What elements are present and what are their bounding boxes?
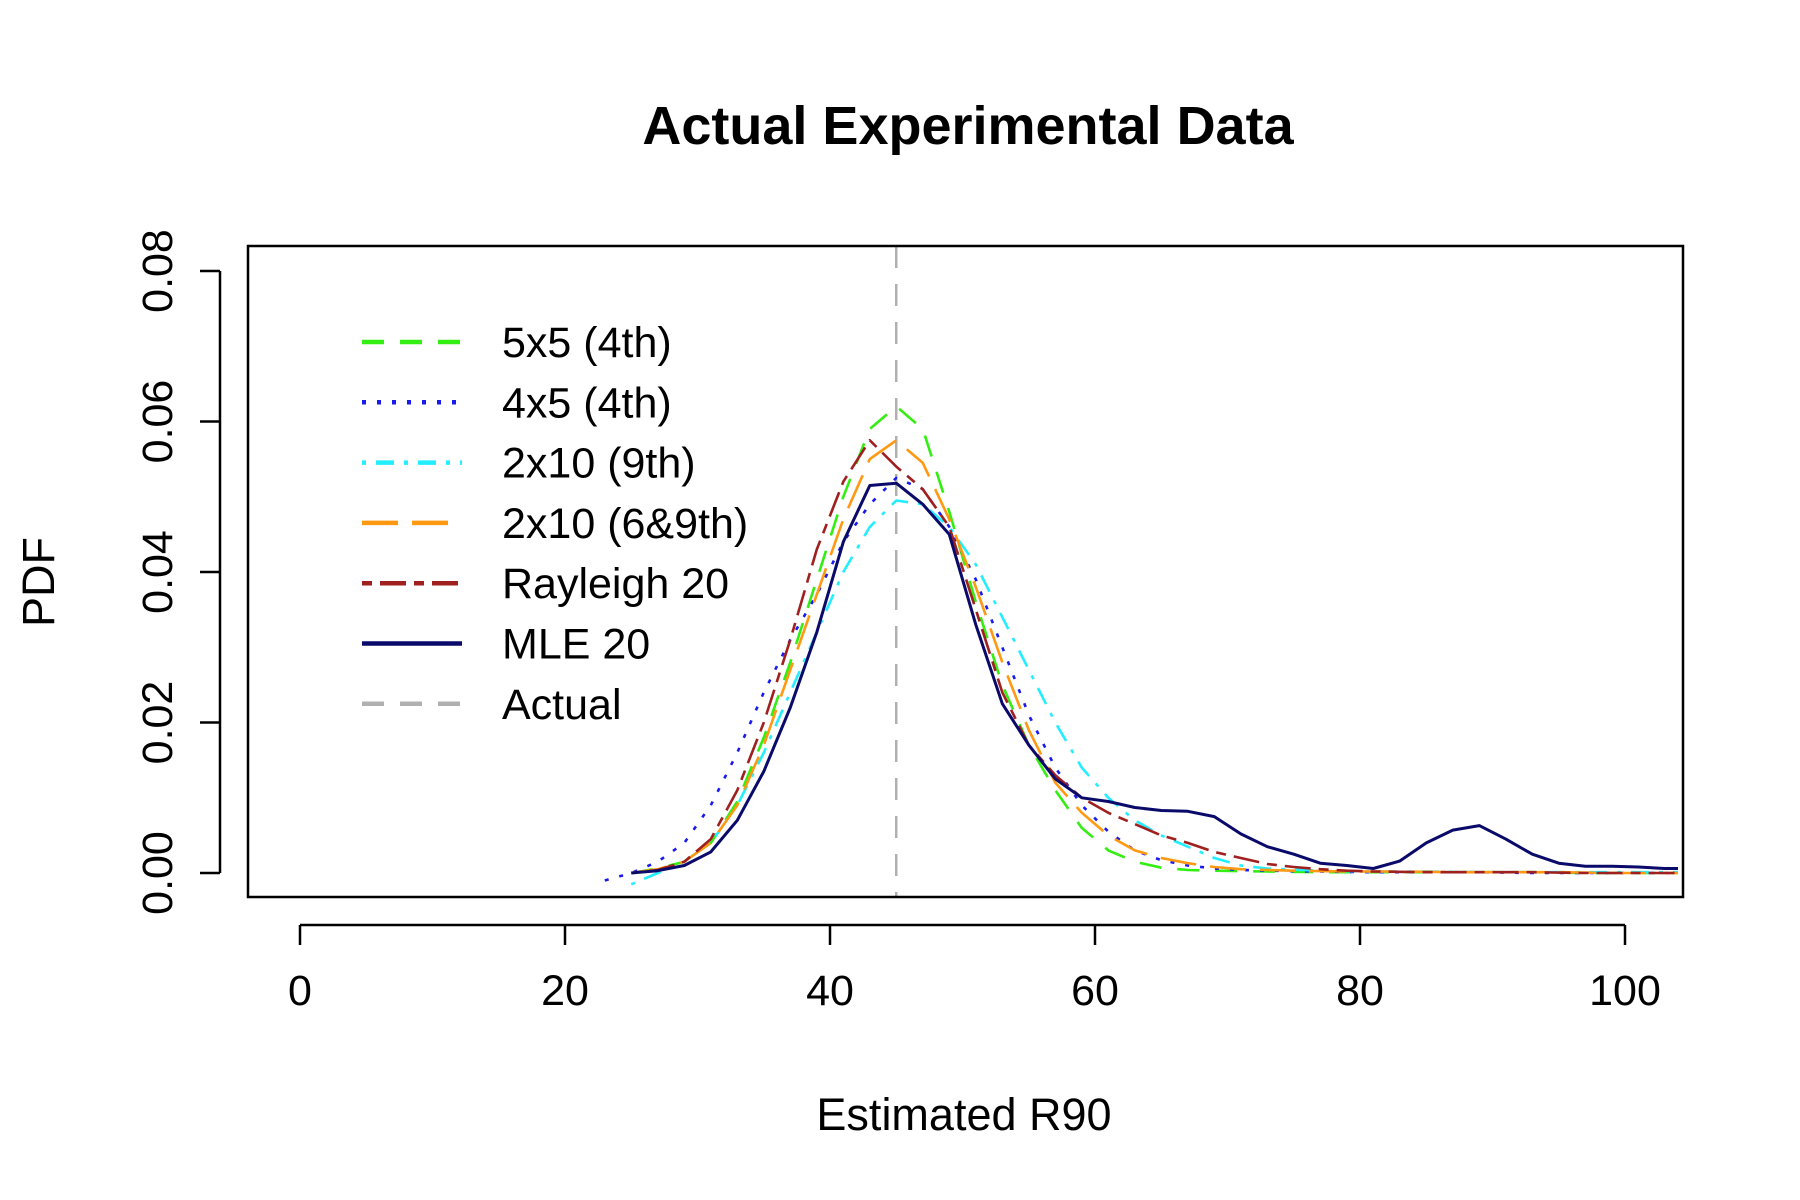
legend-entry: MLE 20 [362, 621, 650, 669]
legend-entry: 5x5 (4th) [362, 319, 672, 367]
legend-entry: 2x10 (6&9th) [362, 500, 748, 548]
x-tick-label: 20 [541, 967, 589, 1015]
legend-label: MLE 20 [502, 621, 650, 669]
y-tick-label: 0.06 [134, 380, 182, 464]
y-tick-label: 0.04 [134, 530, 182, 614]
legend-label: 4x5 (4th) [502, 379, 672, 427]
x-axis: 0 20 40 60 80 100 [288, 923, 1661, 1015]
legend-label: 2x10 (9th) [502, 440, 696, 488]
legend-entry: Actual [362, 681, 622, 729]
plot-frame [246, 244, 1685, 899]
x-tick-label: 100 [1589, 967, 1661, 1015]
x-tick-label: 80 [1336, 967, 1384, 1015]
x-tick-label: 40 [806, 967, 854, 1015]
series-line-4x5-4th [604, 476, 1678, 882]
legend: 5x5 (4th) 4x5 (4th) 2x10 (9th) 2x10 (6&9th)… [362, 319, 748, 729]
legend-label: 2x10 (6&9th) [502, 500, 748, 548]
legend-label: Rayleigh 20 [502, 560, 729, 608]
legend-label: Actual [502, 681, 622, 729]
legend-entry: Rayleigh 20 [362, 560, 729, 608]
series-line-rayleigh-20 [631, 438, 1678, 875]
y-tick-label: 0.02 [134, 681, 182, 765]
legend-entry: 4x5 (4th) [362, 379, 672, 427]
x-axis-label: Estimated R90 [816, 1089, 1111, 1140]
chart-title: Actual Experimental Data [642, 96, 1294, 156]
series-layer [604, 405, 1678, 886]
y-axis-label: PDF [13, 537, 64, 627]
legend-label: 5x5 (4th) [502, 319, 672, 367]
y-tick-label: 0.00 [134, 831, 182, 915]
x-tick-label: 0 [288, 967, 312, 1015]
x-tick-label: 60 [1071, 967, 1119, 1015]
series-line-mle-20 [631, 481, 1678, 875]
y-tick-label: 0.08 [134, 229, 182, 313]
legend-entry: 2x10 (9th) [362, 440, 696, 488]
y-axis: 0.00 0.02 0.04 0.06 0.08 [134, 229, 222, 915]
